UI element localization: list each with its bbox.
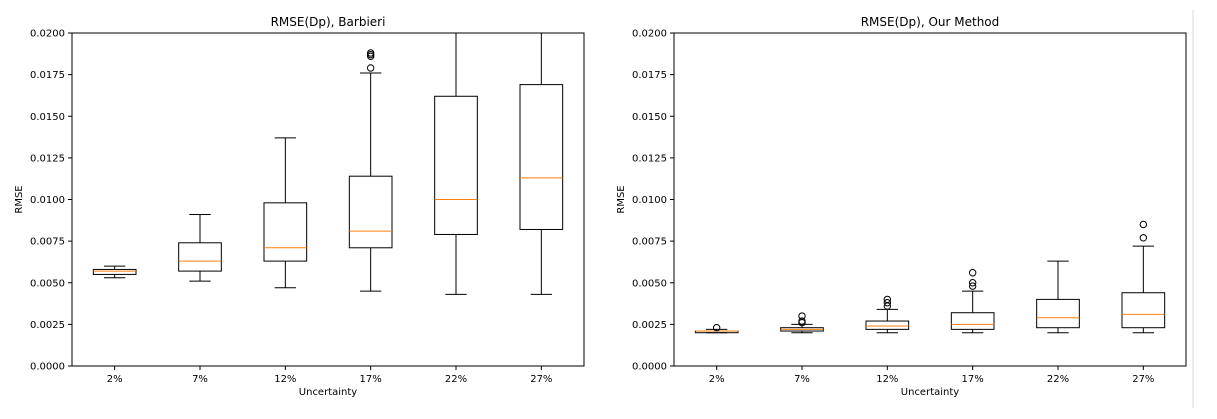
box-7% (780, 312, 824, 334)
y-tick-label: 0.0050 (30, 278, 65, 289)
y-tick-label: 0.0100 (30, 195, 65, 206)
x-tick-label: 17% (360, 374, 382, 385)
box-17% (950, 269, 995, 334)
x-tick-label: 7% (794, 374, 810, 385)
chart-title: RMSE(Dp), Barbieri (271, 15, 386, 29)
y-tick-label: 0.0150 (632, 112, 667, 123)
outlier-point (366, 49, 375, 57)
y-tick-label: 0.0175 (632, 70, 667, 81)
outlier-point (366, 64, 375, 72)
y-tick-label: 0.0075 (30, 237, 65, 248)
x-tick-label: 7% (192, 374, 208, 385)
plot-frame (673, 32, 1187, 367)
x-axis: 2% 7% 12% 17% 22% 27% (107, 366, 552, 385)
y-axis: 0.0000 0.0025 0.0050 0.0075 0.0100 0.0125 0.01… (632, 29, 674, 373)
box-22% (1036, 260, 1080, 334)
outlier-point (798, 317, 806, 325)
plot-frame (71, 32, 585, 367)
y-tick-label: 0.0000 (632, 362, 667, 373)
box-12% (865, 295, 910, 334)
box-12% (263, 137, 308, 289)
x-axis-label: Uncertainty (299, 387, 358, 398)
iqr-box (434, 95, 478, 235)
y-axis-label: RMSE (616, 185, 627, 213)
x-tick-label: 22% (445, 374, 467, 385)
chart-panel-2: RMSE(Dp), Our Method0.00000.00250.00500.… (616, 15, 1187, 398)
y-tick-label: 0.0150 (30, 112, 65, 123)
x-tick-label: 2% (107, 374, 123, 385)
iqr-box (1121, 292, 1166, 329)
y-tick-label: 0.0175 (30, 70, 65, 81)
box-27% (519, 33, 564, 295)
iqr-box (348, 175, 393, 249)
outlier-point (798, 312, 806, 320)
y-axis-label: RMSE (14, 185, 25, 213)
x-tick-label: 12% (876, 374, 898, 385)
y-tick-label: 0.0075 (632, 237, 667, 248)
outlier-point (1139, 234, 1148, 242)
iqr-box (263, 202, 308, 262)
box-7% (178, 213, 222, 282)
outlier-point (883, 295, 892, 304)
iqr-box (865, 320, 910, 330)
outlier-point (712, 324, 721, 332)
iqr-box (519, 84, 564, 230)
x-tick-label: 22% (1047, 374, 1069, 385)
outlier-point (883, 299, 892, 307)
iqr-box (178, 242, 222, 272)
x-axis-label: Uncertainty (901, 387, 960, 398)
y-tick-label: 0.0125 (632, 153, 667, 164)
y-tick-label: 0.0025 (632, 320, 667, 331)
y-axis: 0.0000 0.0025 0.0050 0.0075 0.0100 0.0125 0.01… (30, 29, 72, 373)
iqr-box (950, 312, 995, 330)
box-27% (1121, 220, 1166, 334)
x-tick-label: 12% (274, 374, 296, 385)
y-tick-label: 0.0025 (30, 320, 65, 331)
iqr-box (92, 268, 137, 275)
boxes (92, 33, 564, 295)
x-tick-label: 2% (709, 374, 725, 385)
outlier-point (1139, 220, 1148, 229)
x-tick-label: 27% (1132, 374, 1154, 385)
outlier-point (968, 279, 977, 287)
box-22% (434, 33, 478, 295)
x-tick-label: 17% (962, 374, 984, 385)
boxes (694, 220, 1166, 334)
y-tick-label: 0.0100 (632, 195, 667, 206)
chart-title: RMSE(Dp), Our Method (861, 15, 1000, 29)
y-tick-label: 0.0125 (30, 153, 65, 164)
y-tick-label: 0.0200 (30, 29, 65, 40)
outlier-point (968, 282, 977, 290)
iqr-box (1036, 298, 1080, 329)
x-axis: 2% 7% 12% 17% 22% 27% (709, 366, 1154, 385)
y-tick-label: 0.0200 (632, 29, 667, 40)
box-2% (92, 265, 137, 279)
outlier-point (968, 269, 977, 277)
y-tick-label: 0.0000 (30, 362, 65, 373)
x-tick-label: 27% (530, 374, 552, 385)
box-17% (348, 49, 393, 292)
y-tick-label: 0.0050 (632, 278, 667, 289)
box-2% (694, 324, 739, 334)
chart-panel-1: RMSE(Dp), Barbieri0.00000.00250.00500.00… (14, 15, 585, 398)
